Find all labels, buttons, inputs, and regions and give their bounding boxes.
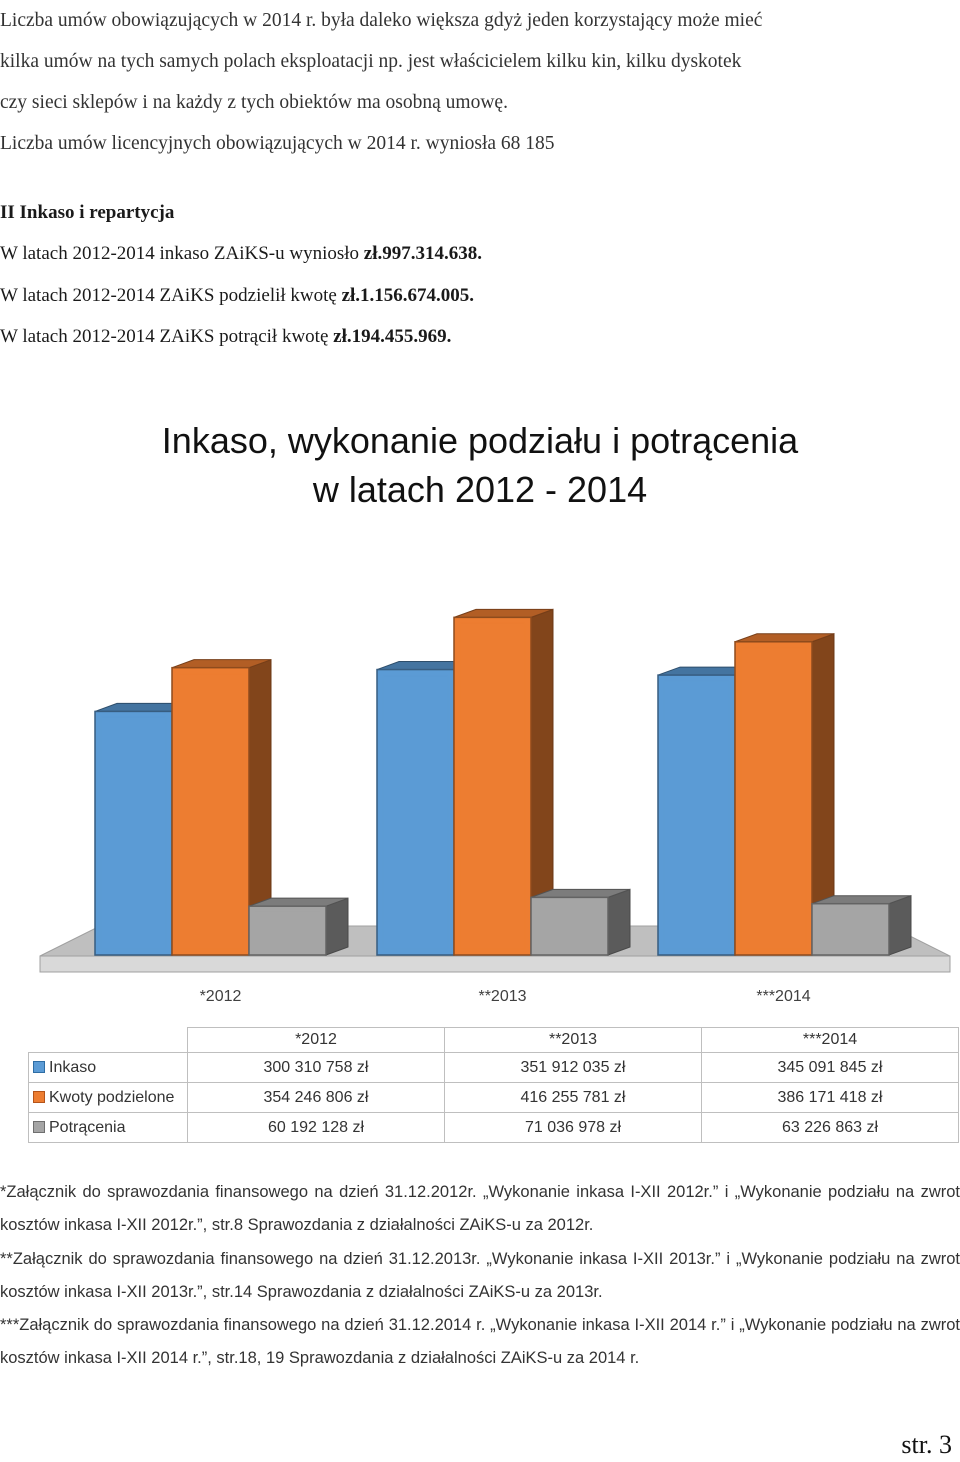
- table-header-row: *2012 **2013 ***2014: [29, 1027, 959, 1053]
- bar-side: [325, 897, 349, 956]
- bar-highlight: [740, 647, 807, 950]
- table-row: Inkaso 300 310 758 zł 351 912 035 zł 345…: [28, 1052, 959, 1083]
- bar-potrącenia: [530, 896, 609, 956]
- bar-highlight: [459, 622, 526, 950]
- intro-line: czy sieci sklepów i na każdy z tych obie…: [0, 92, 508, 113]
- x-tick-label: *2012: [200, 988, 242, 1005]
- bar-kwoty-podzielone: [453, 616, 532, 956]
- podzial-line: W latach 2012-2014 ZAiKS podzielił kwotę…: [0, 284, 475, 306]
- bar-highlight: [254, 911, 321, 950]
- bar-potrącenia: [811, 902, 890, 956]
- bar-chart: *2012 **2013 ***2014: [39, 608, 951, 1005]
- data-table: *2012 **2013 ***2014 Inkaso 300 310 758 …: [28, 1027, 959, 1143]
- table-cell: 354 246 806 zł: [187, 1082, 445, 1113]
- bar-inkaso: [657, 674, 736, 956]
- table-cell: 63 226 863 zł: [701, 1112, 959, 1143]
- legend-swatch-potracenia: [33, 1120, 45, 1133]
- table-header-cell: *2012: [187, 1027, 445, 1053]
- table-cell: 386 171 418 zł: [701, 1082, 959, 1113]
- chart-floor-front: [39, 955, 951, 973]
- footnotes: *Załącznik do sprawozdania finansowego n…: [0, 1176, 960, 1376]
- bar-highlight: [382, 675, 449, 950]
- intro-paragraph: Liczba umów obowiązujących w 2014 r. był…: [0, 0, 960, 164]
- potracenia-line: W latach 2012-2014 ZAiKS potrącił kwotę …: [0, 325, 452, 347]
- table-cell: 71 036 978 zł: [444, 1112, 702, 1143]
- bar-highlight: [536, 902, 603, 950]
- bar-highlight: [100, 716, 167, 950]
- table-header-cell: ***2014: [701, 1027, 959, 1053]
- potracenia-amount: zł.194.455.969.: [333, 325, 452, 347]
- table-cell: 300 310 758 zł: [187, 1052, 445, 1083]
- row-label: Kwoty podzielone: [49, 1088, 175, 1106]
- intro-line: kilka umów na tych samych polach eksploa…: [0, 51, 742, 72]
- section-heading: II Inkaso i repartycja: [0, 202, 175, 223]
- table-cell: 345 091 845 zł: [701, 1052, 959, 1083]
- x-tick-label: ***2014: [756, 988, 810, 1005]
- bar-highlight: [817, 909, 884, 950]
- table-header-cell: **2013: [444, 1027, 702, 1053]
- bar-potrącenia: [248, 905, 327, 956]
- row-label: Inkaso: [49, 1058, 97, 1076]
- inkaso-line: W latach 2012-2014 inkaso ZAiKS-u wynios…: [0, 243, 482, 265]
- bar-highlight: [663, 680, 730, 950]
- footnote: **Załącznik do sprawozdania finansowego …: [0, 1249, 960, 1301]
- table-row: Kwoty podzielone 354 246 806 zł 416 255 …: [28, 1082, 959, 1113]
- intro-line: Liczba umów licencyjnych obowiązujących …: [0, 133, 555, 154]
- bar-side: [888, 895, 912, 956]
- footnote: ***Załącznik do sprawozdania finansowego…: [0, 1316, 960, 1368]
- bar-kwoty-podzielone: [734, 641, 813, 956]
- table-cell: 416 255 781 zł: [444, 1082, 702, 1113]
- bar-kwoty-podzielone: [171, 666, 250, 956]
- page-number: str. 3: [901, 1430, 952, 1459]
- row-label: Potrącenia: [49, 1118, 126, 1136]
- chart-title: Inkaso, wykonanie podziału i potrącenia: [161, 420, 799, 461]
- legend-swatch-kwoty: [33, 1090, 45, 1103]
- legend-swatch-inkaso: [33, 1060, 45, 1073]
- table-cell: 60 192 128 zł: [187, 1112, 445, 1143]
- section-inkaso-repartycja: II Inkaso i repartycja W latach 2012-201…: [0, 192, 960, 357]
- bar-highlight: [177, 673, 244, 950]
- bar-inkaso: [94, 710, 173, 956]
- chart-subtitle: w latach 2012 - 2014: [312, 469, 648, 510]
- table-row: Potrącenia 60 192 128 zł 71 036 978 zł 6…: [28, 1112, 959, 1143]
- table-cell: 351 912 035 zł: [444, 1052, 702, 1083]
- intro-line: Liczba umów obowiązujących w 2014 r. był…: [0, 10, 763, 31]
- x-tick-label: **2013: [478, 988, 526, 1005]
- bar-side: [607, 888, 631, 956]
- footnote: *Załącznik do sprawozdania finansowego n…: [0, 1183, 960, 1235]
- inkaso-amount: zł.997.314.638.: [363, 243, 482, 265]
- podzial-amount: zł.1.156.674.005.: [341, 284, 475, 306]
- bar-inkaso: [376, 668, 455, 956]
